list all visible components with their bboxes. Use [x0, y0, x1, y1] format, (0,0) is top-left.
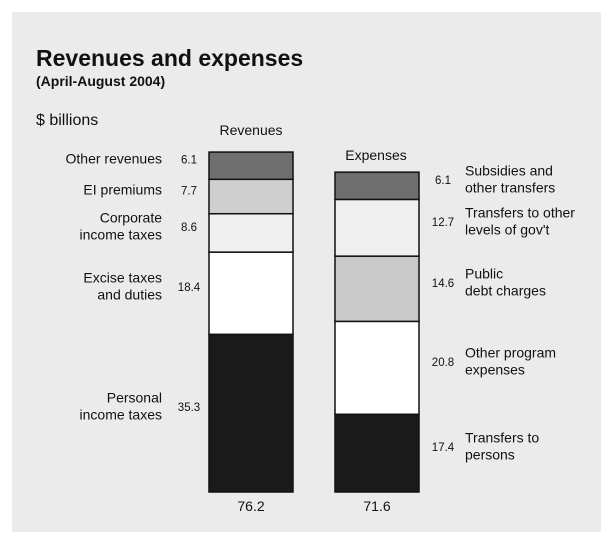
chart-marks: Personal income taxes 35.3 Excise taxes and … — [66, 151, 576, 514]
revenues-segment-label-2: Corporate income taxes — [80, 209, 163, 242]
expenses-segment-1 — [334, 320, 420, 416]
revenues-segment-label-3: EI premiums — [83, 182, 162, 198]
expenses-segment-label-2: Public debt charges — [465, 265, 546, 298]
expenses-segment-value-2: 14.6 — [432, 278, 454, 290]
expenses-segment-label-0: Transfers to persons — [465, 430, 539, 463]
expenses-segment-label-1: Other program expenses — [465, 344, 556, 377]
revenues-segment-0 — [208, 333, 294, 493]
expenses-segment-label-4: Subsidies and other transfers — [465, 162, 555, 195]
expenses-segment-value-4: 6.1 — [435, 175, 451, 187]
revenues-segment-4 — [208, 151, 294, 181]
chart-panel — [12, 12, 601, 532]
revenues-segment-label-0: Personal income taxes — [80, 390, 162, 423]
revenues-total: 76.2 — [237, 498, 264, 514]
expenses-column-label: Expenses — [345, 147, 406, 163]
expenses-segment-2 — [334, 255, 420, 323]
unit-label: $ billions — [36, 112, 98, 129]
revenues-column-label: Revenues — [219, 122, 282, 138]
expenses-segment-value-0: 17.4 — [432, 442, 455, 454]
revenues-segment-value-4: 6.1 — [181, 155, 197, 167]
chart-subtitle: (April-August 2004) — [36, 73, 165, 89]
expenses-segment-label-3: Transfers to other levels of gov't — [465, 204, 575, 237]
expenses-total: 71.6 — [363, 498, 390, 514]
revenues-segment-value-2: 8.6 — [181, 222, 197, 234]
revenues-segment-label-1: Excise taxes and duties — [83, 270, 162, 303]
revenues-segment-2 — [208, 212, 294, 253]
revenues-segment-value-3: 7.7 — [181, 186, 197, 198]
revenues-segment-3 — [208, 178, 294, 215]
expenses-segment-4 — [334, 171, 420, 201]
expenses-segment-value-1: 20.8 — [432, 357, 454, 369]
revenues-segment-label-4: Other revenues — [66, 151, 163, 167]
revenues-segment-1 — [208, 251, 294, 336]
chart-title: Revenues and expenses — [36, 45, 303, 71]
revenues-segment-value-0: 35.3 — [178, 402, 200, 414]
expenses-segment-3 — [334, 198, 420, 257]
expenses-segment-0 — [334, 413, 420, 493]
expenses-segment-value-3: 12.7 — [432, 217, 454, 229]
revenues-segment-value-1: 18.4 — [178, 282, 201, 294]
